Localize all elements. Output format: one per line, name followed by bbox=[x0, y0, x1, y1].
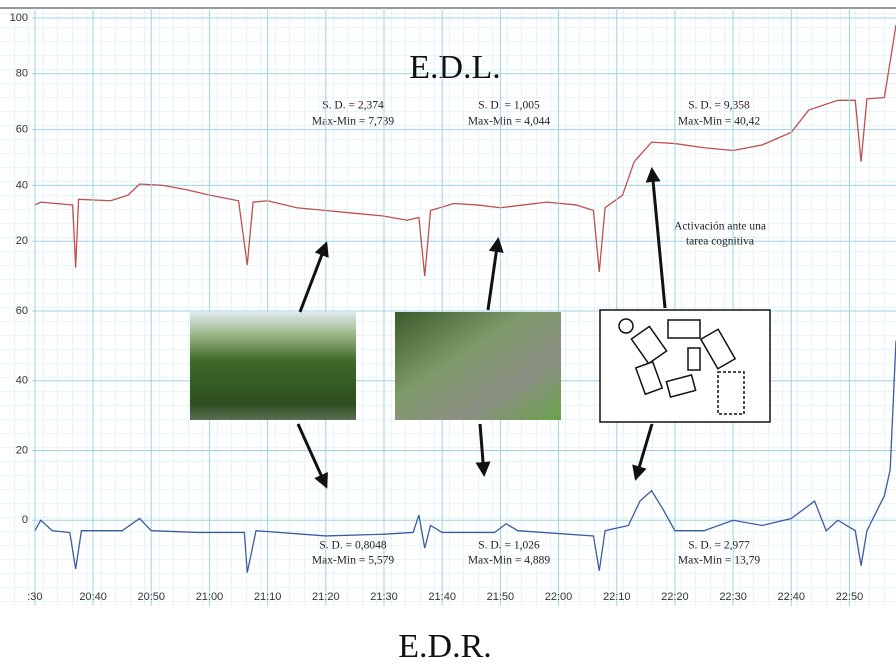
y-tick-label: 40 bbox=[16, 375, 28, 387]
y-tick-label: 20 bbox=[16, 235, 28, 247]
annotation: S. D. = 2,374 bbox=[322, 100, 384, 112]
annotation: Max-Min = 7,739 bbox=[312, 116, 394, 128]
x-tick-label: 21:40 bbox=[428, 591, 456, 603]
x-tick-label: 22:10 bbox=[603, 591, 631, 603]
annotation: S. D. = 9,358 bbox=[688, 100, 750, 112]
x-tick-label: 22:50 bbox=[836, 591, 864, 603]
y-tick-label: 20 bbox=[16, 444, 28, 456]
figure: 20 40 60 80 100 E.D.L. S. D. = 2,374 Max-Min = … bbox=[0, 0, 896, 669]
y-tick-label: 40 bbox=[16, 179, 28, 191]
x-tick-label: 21:20 bbox=[312, 591, 340, 603]
x-tick-label: 22:40 bbox=[778, 591, 806, 603]
x-tick-label: 22:00 bbox=[545, 591, 573, 603]
annotation: S. D. = 1,026 bbox=[478, 540, 540, 552]
y-tick-label: 80 bbox=[16, 68, 28, 80]
y-tick-label: 60 bbox=[16, 305, 28, 317]
x-tick-label: 21:30 bbox=[370, 591, 398, 603]
x-tick-label: 20:50 bbox=[138, 591, 166, 603]
x-tick-label: 20:40 bbox=[79, 591, 107, 603]
chart-title: E.D.R. bbox=[398, 628, 492, 665]
annotation: Max-Min = 40,42 bbox=[678, 116, 760, 128]
background-grid bbox=[0, 8, 896, 606]
y-tick-label: 60 bbox=[16, 124, 28, 136]
annotation: Max-Min = 4,889 bbox=[468, 555, 550, 567]
annotation: Max-Min = 4,044 bbox=[468, 116, 550, 128]
x-tick-label: 22:20 bbox=[661, 591, 689, 603]
domino-figure bbox=[600, 310, 770, 422]
chart-title: E.D.L. bbox=[409, 49, 501, 86]
y-tick-label: 0 bbox=[22, 514, 28, 526]
river-photo bbox=[395, 312, 561, 420]
annotation: Max-Min = 5,579 bbox=[312, 555, 394, 567]
annotation: S. D. = 2,977 bbox=[688, 540, 750, 552]
annotation: Max-Min = 13,79 bbox=[678, 555, 760, 567]
annotation: Activación ante una bbox=[674, 221, 766, 233]
forest-photo bbox=[190, 312, 356, 420]
annotation: S. D. = 1,005 bbox=[478, 100, 540, 112]
x-tick-label: :30 bbox=[27, 591, 42, 603]
x-tick-label: 21:50 bbox=[487, 591, 515, 603]
x-tick-label: 22:30 bbox=[719, 591, 747, 603]
annotation: tarea cognitiva bbox=[686, 236, 754, 248]
x-tick-label: 21:00 bbox=[196, 591, 224, 603]
x-tick-label: 21:10 bbox=[254, 591, 282, 603]
annotation: S. D. = 0,8048 bbox=[319, 540, 386, 552]
y-tick-label: 100 bbox=[10, 12, 28, 24]
